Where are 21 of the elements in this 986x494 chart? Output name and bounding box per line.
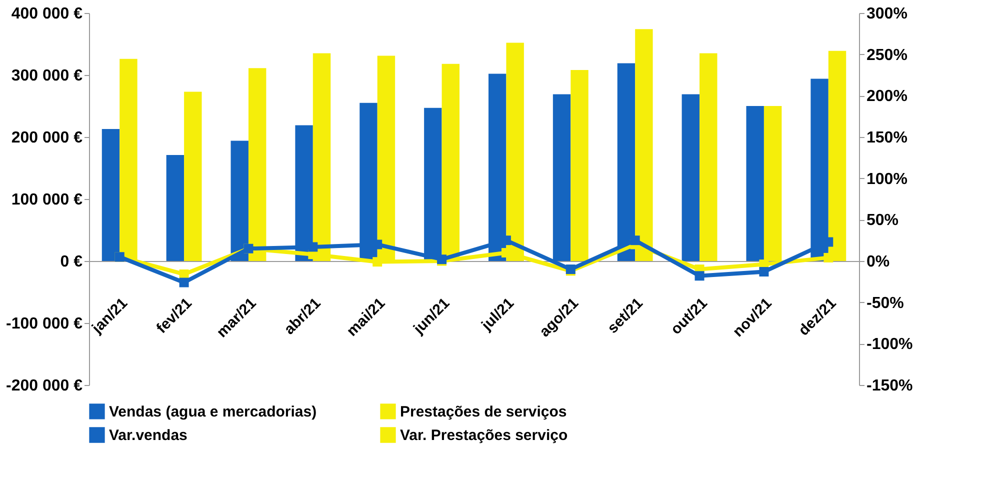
y-tick-label: 300 000 € xyxy=(11,68,83,84)
y2-tick-label: 0% xyxy=(866,254,890,270)
legend-label: Prestações de serviços xyxy=(400,403,567,420)
y2-tick-label: 250% xyxy=(866,46,908,64)
y-tick-label: -200 000 € xyxy=(6,378,83,394)
y-tick-label: 100 000 € xyxy=(11,192,83,208)
y2-tick-label: -100% xyxy=(866,336,913,354)
y-tick-label: 0 € xyxy=(60,254,83,270)
y2-tick-label: -150% xyxy=(866,378,913,394)
y-tick-label: 200 000 € xyxy=(11,130,83,146)
y2-tick-label: -50% xyxy=(866,294,904,312)
legend-label: Var.vendas xyxy=(109,427,188,444)
y2-tick-label: 100% xyxy=(866,170,908,188)
y-tick-label: 400 000 € xyxy=(11,6,83,22)
y2-tick-label: 50% xyxy=(866,212,899,230)
y2-tick-label: 200% xyxy=(866,88,908,106)
legend-label: Vendas (agua e mercadorias) xyxy=(109,403,317,420)
y2-tick-label: 150% xyxy=(866,130,908,146)
legend-label: Var. Prestações serviço xyxy=(400,427,568,444)
y2-tick-label: 300% xyxy=(866,6,908,22)
y-tick-label: -100 000 € xyxy=(6,316,83,332)
